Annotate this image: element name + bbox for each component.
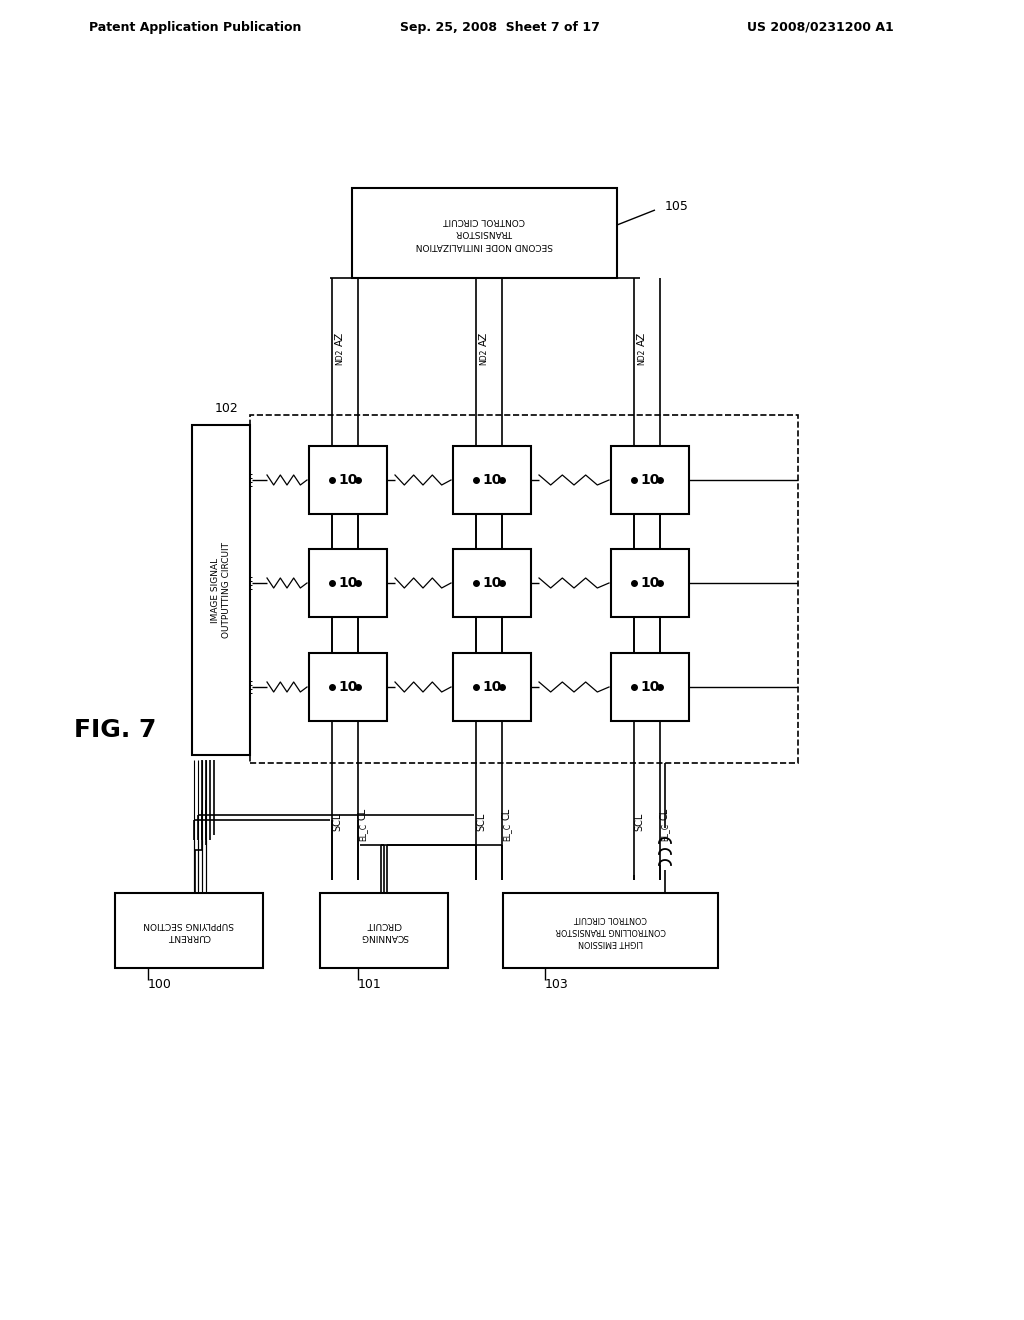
Bar bbox=[193, 425, 250, 755]
Text: 103: 103 bbox=[545, 978, 568, 991]
Bar bbox=[453, 446, 531, 513]
Text: 10: 10 bbox=[640, 680, 659, 694]
Text: AZ: AZ bbox=[637, 331, 647, 346]
Bar bbox=[352, 187, 617, 279]
Bar bbox=[611, 446, 689, 513]
Text: CL: CL bbox=[660, 808, 670, 820]
Text: EL_C: EL_C bbox=[358, 822, 368, 841]
Text: Sep. 25, 2008  Sheet 7 of 17: Sep. 25, 2008 Sheet 7 of 17 bbox=[400, 21, 600, 33]
Text: 10: 10 bbox=[640, 473, 659, 487]
Text: FIG. 7: FIG. 7 bbox=[74, 718, 157, 742]
Text: SCL: SCL bbox=[332, 812, 342, 830]
Bar bbox=[453, 549, 531, 616]
Text: EL_C: EL_C bbox=[503, 822, 512, 841]
Bar bbox=[309, 446, 387, 513]
Text: CURRENT
SUPPLYING SECTION: CURRENT SUPPLYING SECTION bbox=[143, 920, 234, 941]
Text: SECOND NODE INITIALIZATION
TRANSISTOR
CONTROL CIRCUIT: SECOND NODE INITIALIZATION TRANSISTOR CO… bbox=[416, 216, 553, 249]
Bar bbox=[503, 894, 718, 968]
Text: 10: 10 bbox=[482, 576, 502, 590]
Text: CL: CL bbox=[502, 808, 512, 820]
Bar bbox=[453, 653, 531, 721]
Text: IMAGE SIGNAL
OUTPUTTING CIRCUIT: IMAGE SIGNAL OUTPUTTING CIRCUIT bbox=[211, 543, 231, 638]
Text: SCL: SCL bbox=[476, 812, 486, 830]
Text: 10: 10 bbox=[482, 473, 502, 487]
Text: ND2: ND2 bbox=[479, 348, 488, 364]
Text: 10: 10 bbox=[338, 576, 357, 590]
Text: SCL: SCL bbox=[634, 812, 644, 830]
Text: 102: 102 bbox=[215, 401, 239, 414]
Text: EL_C: EL_C bbox=[660, 822, 670, 841]
Text: 10: 10 bbox=[640, 576, 659, 590]
Bar bbox=[319, 894, 449, 968]
Text: 10: 10 bbox=[482, 680, 502, 694]
Bar bbox=[611, 653, 689, 721]
Text: 10: 10 bbox=[338, 680, 357, 694]
Text: Patent Application Publication: Patent Application Publication bbox=[89, 21, 301, 33]
Bar bbox=[115, 894, 263, 968]
Text: 105: 105 bbox=[665, 201, 689, 214]
Text: 101: 101 bbox=[358, 978, 382, 991]
Bar bbox=[250, 414, 798, 763]
Bar bbox=[309, 653, 387, 721]
Text: ND2: ND2 bbox=[638, 348, 646, 364]
Text: ND2: ND2 bbox=[336, 348, 344, 364]
Text: AZ: AZ bbox=[479, 331, 489, 346]
Text: LIGHT EMISSION
CONTROLLING TRANSISTOR
CONTROL CIRCUIT: LIGHT EMISSION CONTROLLING TRANSISTOR CO… bbox=[555, 915, 666, 946]
Text: 100: 100 bbox=[148, 978, 172, 991]
Text: CL: CL bbox=[358, 808, 368, 820]
Text: SCANNING
CIRCUIT: SCANNING CIRCUIT bbox=[360, 920, 408, 941]
Text: 10: 10 bbox=[338, 473, 357, 487]
Text: AZ: AZ bbox=[335, 331, 345, 346]
Text: US 2008/0231200 A1: US 2008/0231200 A1 bbox=[746, 21, 893, 33]
Bar bbox=[309, 549, 387, 616]
Bar bbox=[611, 549, 689, 616]
